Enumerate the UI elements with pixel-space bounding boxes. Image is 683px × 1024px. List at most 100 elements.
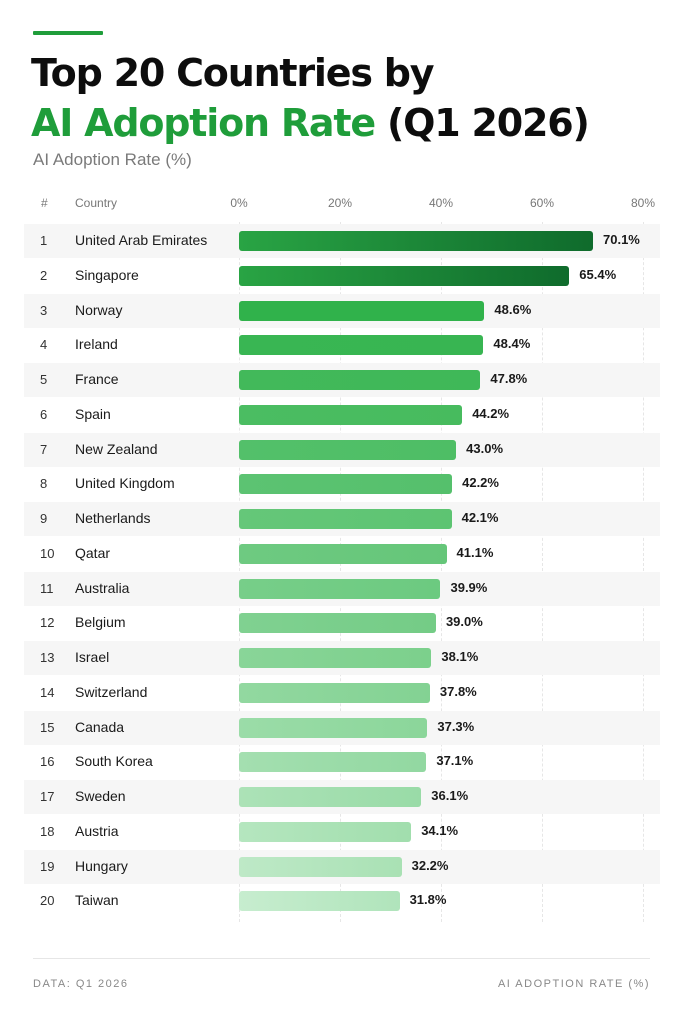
bar-row: 12 Belgium 39.0% <box>24 606 660 640</box>
bar-row: 13 Israel 38.1% <box>24 641 660 675</box>
country-label: Qatar <box>75 544 111 561</box>
bar-row: 14 Switzerland 37.8% <box>24 676 660 710</box>
country-column-header: Country <box>75 196 118 210</box>
country-label: Netherlands <box>75 510 151 526</box>
bar <box>239 370 481 390</box>
bar <box>239 717 428 738</box>
bar <box>239 752 427 773</box>
country-label: Taiwan <box>75 892 119 909</box>
chart-subtitle: AI Adoption Rate (%) <box>33 150 192 169</box>
value-label: 44.2% <box>472 405 510 421</box>
bar-row: 3 Norway 48.6% <box>24 293 660 328</box>
rank-label: 18 <box>40 823 55 839</box>
country-label: Sweden <box>75 788 126 804</box>
bar <box>239 613 436 634</box>
rank-label: 4 <box>40 337 48 353</box>
bar <box>239 335 484 356</box>
rank-label: 5 <box>40 372 48 387</box>
country-label: Australia <box>75 579 130 596</box>
bar <box>239 682 430 703</box>
rank-label: 7 <box>40 441 48 457</box>
rank-label: 20 <box>40 893 55 909</box>
bar <box>239 265 570 286</box>
country-label: Switzerland <box>75 683 148 700</box>
value-label: 39.0% <box>445 614 483 630</box>
bar <box>239 231 593 251</box>
bar-row: 5 France 47.8% <box>24 363 660 397</box>
country-label: Ireland <box>75 336 118 353</box>
rank-label: 2 <box>40 267 48 283</box>
bar <box>239 891 400 912</box>
country-label: Canada <box>75 718 125 735</box>
country-label: Hungary <box>75 857 128 874</box>
country-label: United Arab Emirates <box>75 232 208 248</box>
value-label: 48.6% <box>494 301 532 317</box>
rank-label: 19 <box>40 858 55 874</box>
bar <box>239 578 441 599</box>
title-line-2-rest: (Q1 2026) <box>374 101 590 145</box>
country-label: Norway <box>75 301 123 318</box>
value-label: 48.4% <box>493 336 531 352</box>
value-label: 37.3% <box>437 718 475 734</box>
value-label: 34.1% <box>421 822 459 838</box>
title-highlight: AI Adoption Rate <box>31 101 376 145</box>
rank-label: 3 <box>40 302 48 318</box>
bar <box>239 300 485 321</box>
bar-row: 9 Netherlands 42.1% <box>24 502 660 536</box>
rank-column-header: # <box>41 196 48 210</box>
bar <box>239 543 447 564</box>
value-label: 37.8% <box>439 683 477 699</box>
rank-label: 9 <box>40 511 48 526</box>
footer-axis-label: AI ADOPTION RATE (%) <box>497 978 650 990</box>
x-tick-label: 40% <box>428 196 454 210</box>
footer-source: DATA: Q1 2026 <box>33 978 129 990</box>
bar <box>239 404 463 425</box>
bar-row: 10 Qatar 41.1% <box>24 537 660 571</box>
country-label: Singapore <box>75 266 139 283</box>
bar-row: 7 New Zealand 43.0% <box>24 432 660 467</box>
value-label: 47.8% <box>490 371 528 386</box>
bar <box>239 474 453 495</box>
bar-row: 8 United Kingdom 42.2% <box>24 467 660 501</box>
x-tick-label: 60% <box>529 196 555 210</box>
bar-row: 19 Hungary 32.2% <box>24 849 660 884</box>
rank-label: 15 <box>40 719 55 735</box>
value-label: 42.1% <box>461 510 499 525</box>
rank-label: 6 <box>40 406 48 422</box>
bar-row: 6 Spain 44.2% <box>24 398 660 432</box>
chart-title: Top 20 Countries by AI Adoption Rate (Q1… <box>31 48 590 148</box>
footer-divider <box>33 958 650 959</box>
bar <box>239 439 457 460</box>
bar <box>239 648 432 668</box>
bar-row: 2 Singapore 65.4% <box>24 259 660 293</box>
value-label: 32.2% <box>411 857 449 873</box>
value-label: 65.4% <box>579 266 617 282</box>
bar <box>239 856 402 877</box>
country-label: South Korea <box>75 753 153 770</box>
title-line-1: Top 20 Countries by <box>31 51 435 95</box>
country-label: United Kingdom <box>75 475 175 492</box>
country-label: Israel <box>75 649 110 665</box>
title-line-2: AI Adoption Rate (Q1 2026) <box>31 98 590 148</box>
bar <box>239 821 412 842</box>
country-label: Spain <box>75 405 111 422</box>
rank-label: 14 <box>40 684 55 700</box>
title-accent-line <box>33 31 103 35</box>
value-label: 41.1% <box>456 544 494 560</box>
country-label: Belgium <box>75 614 126 631</box>
rank-label: 13 <box>40 650 55 665</box>
rank-label: 10 <box>40 545 55 561</box>
value-label: 31.8% <box>409 892 447 908</box>
rank-label: 1 <box>40 233 48 248</box>
x-tick-label: 80% <box>630 196 656 210</box>
x-tick-label: 20% <box>327 196 353 210</box>
bar <box>239 787 422 807</box>
x-tick-label: 0% <box>230 196 248 210</box>
rank-label: 16 <box>40 754 55 770</box>
bar-row: 11 Australia 39.9% <box>24 571 660 606</box>
value-label: 36.1% <box>431 788 469 803</box>
rank-label: 8 <box>40 476 48 492</box>
rank-label: 12 <box>40 615 55 631</box>
bar-row: 20 Taiwan 31.8% <box>24 884 660 918</box>
country-label: New Zealand <box>75 440 158 457</box>
